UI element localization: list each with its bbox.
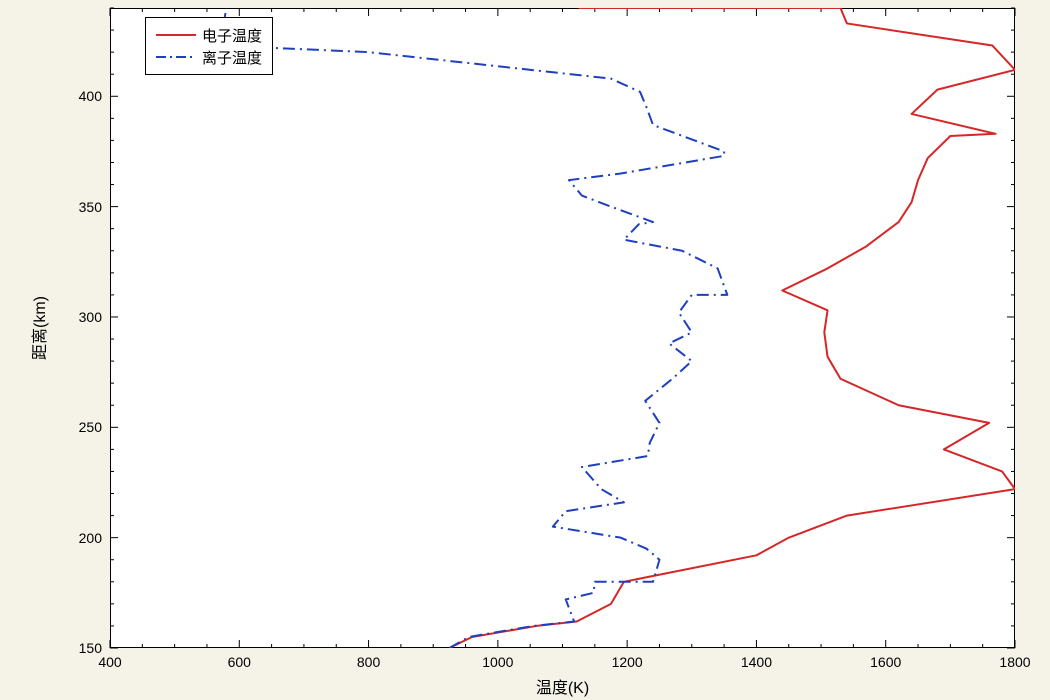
y-tick-label: 400 bbox=[79, 88, 102, 104]
legend: 电子温度离子温度 bbox=[145, 17, 273, 75]
legend-line-sample bbox=[156, 34, 196, 36]
chart-svg bbox=[0, 0, 1050, 700]
legend-item: 离子温度 bbox=[156, 46, 262, 68]
x-tick-label: 1800 bbox=[999, 654, 1030, 670]
y-tick-label: 150 bbox=[79, 640, 102, 656]
y-tick-label: 350 bbox=[79, 199, 102, 215]
legend-item: 电子温度 bbox=[156, 24, 262, 46]
legend-label: 电子温度 bbox=[202, 25, 262, 46]
x-tick-label: 400 bbox=[98, 654, 121, 670]
y-tick-label: 300 bbox=[79, 309, 102, 325]
figure: 温度(K) 距离(km) 电子温度离子温度 400 600 800 1000 1200 1… bbox=[0, 0, 1050, 700]
y-axis-label: 距离(km) bbox=[26, 296, 50, 360]
y-tick-label: 250 bbox=[79, 419, 102, 435]
x-tick-label: 800 bbox=[357, 654, 380, 670]
series-ion_temp bbox=[220, 8, 727, 648]
x-tick-label: 1200 bbox=[612, 654, 643, 670]
x-tick-label: 1400 bbox=[741, 654, 772, 670]
legend-label: 离子温度 bbox=[202, 47, 262, 68]
y-tick-label: 200 bbox=[79, 530, 102, 546]
legend-line-sample bbox=[156, 56, 196, 58]
x-axis-label: 温度(K) bbox=[536, 674, 589, 698]
series-electron_temp bbox=[449, 8, 1015, 648]
x-tick-label: 1000 bbox=[482, 654, 513, 670]
x-tick-label: 600 bbox=[228, 654, 251, 670]
x-tick-label: 1600 bbox=[870, 654, 901, 670]
